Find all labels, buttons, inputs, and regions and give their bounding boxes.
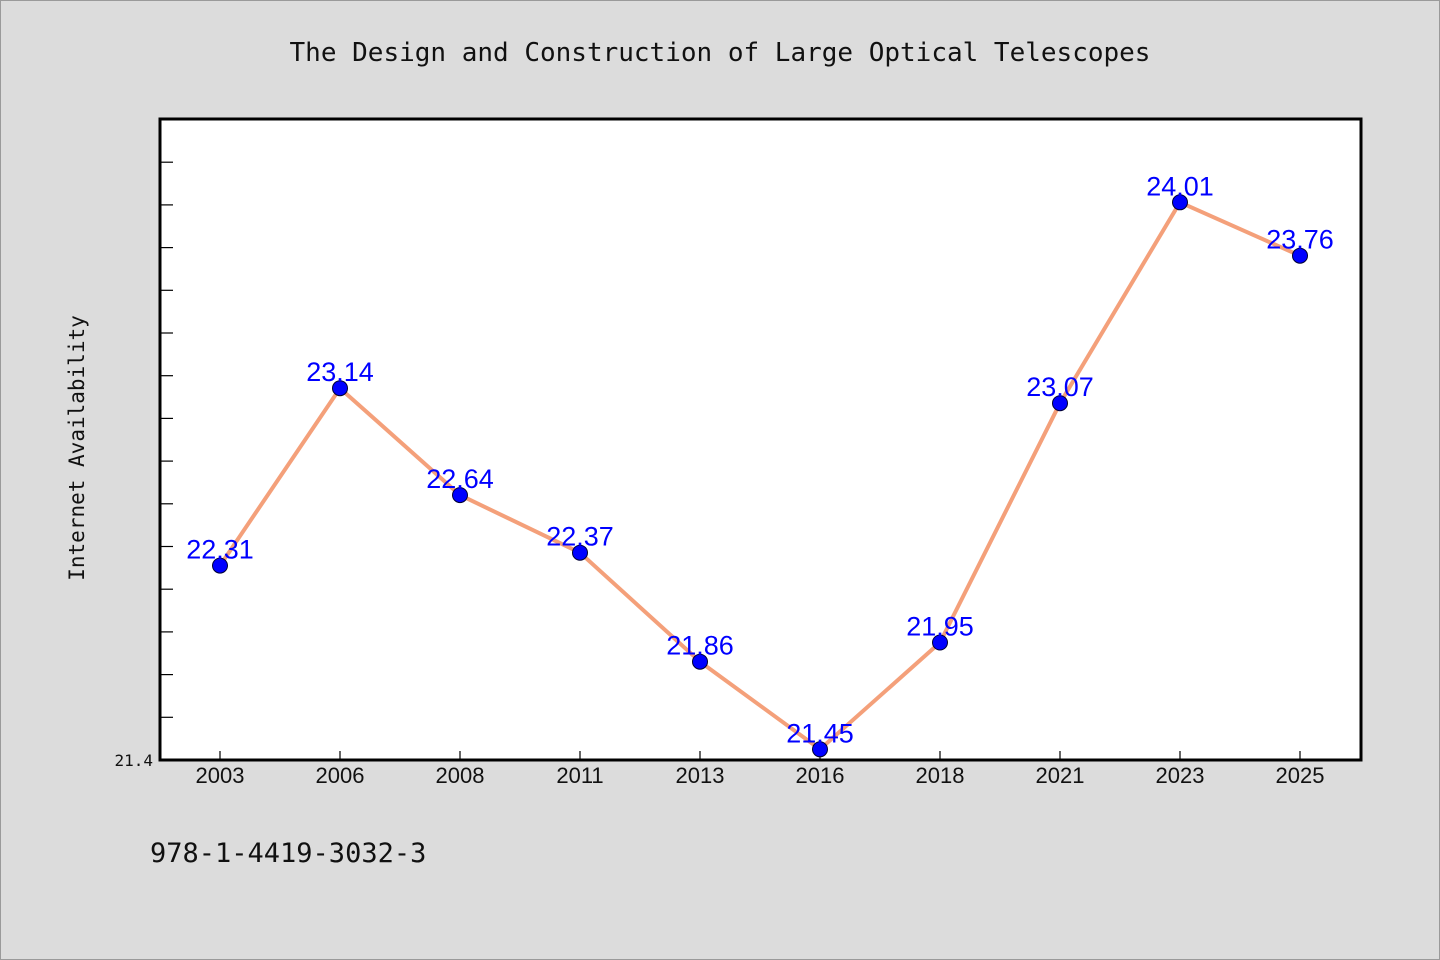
data-labels: 22.31 23.14 22.64 22.37 21.86 21.45 21.95 23.07… (186, 171, 1334, 748)
data-point (932, 634, 948, 651)
data-point (332, 380, 348, 397)
data-label: 22.37 (546, 522, 614, 552)
isbn-text: 978-1-4419-3032-3 (150, 838, 426, 869)
data-point (692, 653, 708, 670)
plot-area (160, 119, 1361, 760)
x-tick-labels: 2003 2006 2008 2011 2013 2016 2018 2021 2023 2025 (196, 763, 1325, 788)
data-label: 21.86 (666, 631, 734, 661)
data-label: 23.14 (306, 357, 374, 387)
x-tick-label: 2013 (676, 763, 725, 788)
data-label: 23.76 (1266, 225, 1334, 255)
data-label: 23.07 (1026, 372, 1094, 402)
x-tick-label: 2021 (1036, 763, 1085, 788)
data-point (812, 741, 828, 758)
data-label: 24.01 (1146, 171, 1214, 201)
y-tick-label: 21.4 (114, 751, 153, 770)
x-tick-label: 2006 (316, 763, 365, 788)
x-tick-label: 2023 (1156, 763, 1205, 788)
data-label: 21.45 (786, 718, 854, 748)
data-point (452, 487, 468, 504)
series-line-group (212, 194, 1308, 758)
data-point (1172, 194, 1188, 211)
x-tick-label: 2008 (436, 763, 485, 788)
chart-title: The Design and Construction of Large Opt… (290, 38, 1151, 68)
x-tick-label: 2025 (1276, 763, 1325, 788)
data-point (1292, 247, 1308, 264)
x-tick-label: 2018 (916, 763, 965, 788)
plot-frame (158, 117, 1363, 762)
x-tick-label: 2003 (196, 763, 245, 788)
data-label: 22.64 (426, 464, 494, 494)
data-point (572, 544, 588, 561)
data-label: 21.95 (906, 612, 974, 642)
data-label: 22.31 (186, 535, 254, 565)
x-tick-label: 2011 (556, 763, 603, 788)
data-point (212, 557, 228, 574)
y-axis-label: Internet Availability (65, 315, 89, 581)
data-point (1052, 395, 1068, 412)
series-line (218, 200, 1301, 752)
x-tick-label: 2016 (796, 763, 845, 788)
